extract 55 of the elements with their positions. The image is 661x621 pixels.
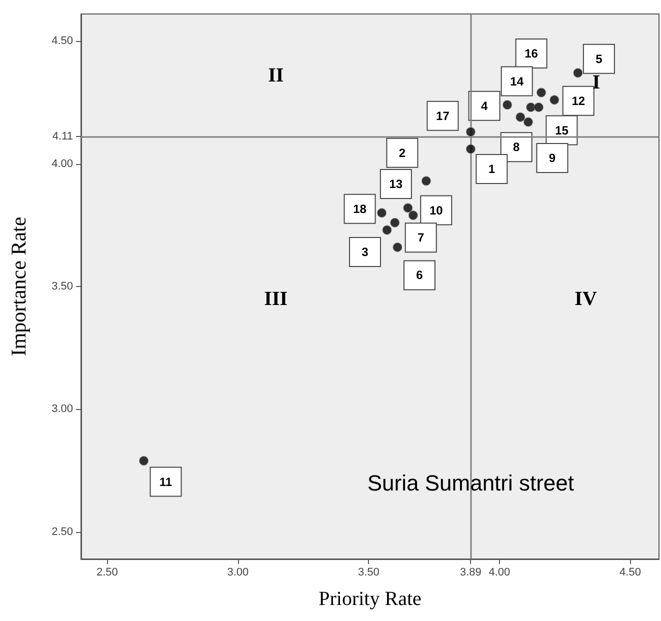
x-tick-label: 3.89 — [460, 566, 482, 578]
point — [516, 112, 526, 122]
x-axis-title: Priority Rate — [318, 588, 422, 610]
annotation: 18 — [353, 202, 367, 216]
annotation: Suria Sumantri street — [367, 470, 574, 496]
annotation: 3 — [362, 245, 369, 260]
annotation: III — [264, 288, 288, 310]
annotation: II — [268, 64, 284, 86]
point — [573, 68, 583, 78]
x-tick-label: 2.50 — [96, 566, 118, 578]
y-tick-label: 4.50 — [52, 35, 73, 48]
annotation: 7 — [418, 230, 424, 245]
point — [526, 102, 536, 112]
annotation: 1 — [488, 162, 496, 176]
y-tick-label: 3.50 — [52, 280, 73, 292]
annotation: 10 — [429, 203, 444, 218]
y-tick-label: 4.00 — [52, 158, 73, 170]
point — [138, 456, 149, 466]
annotation: 5 — [596, 52, 603, 66]
annotation: IV — [574, 288, 598, 310]
annotation: 4 — [480, 98, 488, 113]
annotation: 15 — [555, 123, 569, 138]
x-tick-label: 3.00 — [227, 566, 249, 578]
x-tick-label: 3.50 — [358, 566, 380, 578]
y-axis-title: Importance Rate — [6, 216, 30, 356]
point — [466, 144, 476, 154]
point — [550, 95, 560, 105]
annotation: 16 — [524, 46, 538, 61]
point — [466, 127, 476, 137]
point — [392, 242, 402, 252]
point — [390, 218, 400, 228]
x-tick-label: 4.00 — [488, 566, 510, 578]
annotation: 6 — [416, 268, 424, 282]
point — [421, 176, 432, 186]
annotation: 13 — [389, 176, 403, 191]
point — [534, 102, 544, 112]
point — [502, 100, 512, 110]
annotation: 8 — [513, 140, 520, 154]
annotation: 14 — [510, 74, 524, 88]
point — [408, 210, 418, 220]
y-tick-label: 3.00 — [52, 403, 73, 416]
point — [536, 88, 546, 98]
point — [403, 203, 413, 213]
point — [382, 225, 392, 235]
annotation: 2 — [398, 146, 406, 160]
y-tick-label: 2.50 — [52, 526, 73, 538]
point — [523, 117, 534, 127]
annotation: 17 — [436, 108, 450, 123]
x-tick-label: 4.50 — [620, 566, 641, 578]
annotation: 12 — [572, 94, 586, 108]
point — [376, 208, 387, 218]
annotation: 9 — [548, 151, 556, 166]
annotation: 11 — [159, 474, 172, 489]
y-tick-label: 4.11 — [52, 130, 73, 143]
annotation: I — [592, 72, 600, 94]
